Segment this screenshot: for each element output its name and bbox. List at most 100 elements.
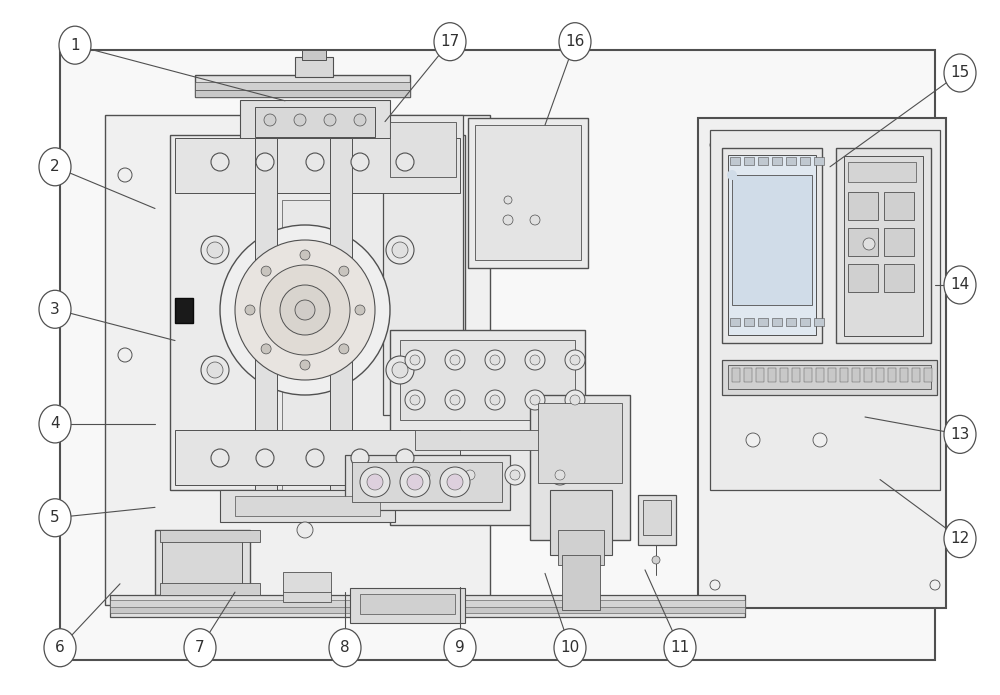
Ellipse shape [944,54,976,92]
Bar [350,588,465,623]
Circle shape [415,465,435,485]
Circle shape [420,470,430,480]
Bar [744,368,752,382]
Circle shape [297,522,313,538]
Bar [383,115,463,415]
Circle shape [245,305,255,315]
Bar [912,368,920,382]
Bar [345,455,510,510]
Bar [155,530,250,595]
Circle shape [392,242,408,258]
Circle shape [570,355,580,365]
Circle shape [440,467,470,497]
Bar [175,430,460,485]
Circle shape [339,266,349,276]
Circle shape [355,305,365,315]
Bar [698,118,946,608]
Circle shape [295,300,315,320]
Bar [848,228,878,256]
Circle shape [465,470,475,480]
Bar [283,590,331,602]
Bar [772,318,782,326]
Ellipse shape [39,291,71,328]
Bar [900,368,908,382]
Bar [758,318,768,326]
Ellipse shape [39,499,71,537]
Text: 14: 14 [950,277,970,293]
Text: 16: 16 [565,34,585,49]
Bar [722,360,937,395]
Bar [772,157,782,165]
Bar [816,368,824,382]
Bar [780,368,788,382]
Bar [160,530,260,542]
Circle shape [396,153,414,171]
Bar [530,395,630,540]
Circle shape [530,215,540,225]
Bar [836,148,931,343]
Ellipse shape [39,148,71,186]
Bar [175,138,460,193]
Bar [732,175,812,305]
Circle shape [930,580,940,590]
Bar [538,403,622,483]
Bar [744,157,754,165]
Bar [468,118,588,268]
Circle shape [235,240,375,380]
Circle shape [118,348,132,362]
Text: 10: 10 [560,640,580,655]
Text: 8: 8 [340,640,350,655]
Ellipse shape [559,23,591,60]
Bar [768,368,776,382]
Bar [730,318,740,326]
Bar [800,318,810,326]
Circle shape [565,350,585,370]
Bar [852,368,860,382]
Text: 12: 12 [950,531,970,546]
Circle shape [460,465,480,485]
Circle shape [118,168,132,182]
Bar [415,430,570,450]
Circle shape [445,390,465,410]
Text: 13: 13 [950,427,970,442]
Circle shape [300,360,310,370]
Bar [848,192,878,220]
Circle shape [570,395,580,405]
Ellipse shape [434,23,466,60]
Circle shape [652,556,660,564]
Circle shape [300,250,310,260]
Circle shape [211,449,229,467]
Bar [848,162,916,182]
Bar [400,340,575,420]
Bar [864,368,872,382]
Bar [814,318,824,326]
Bar [844,156,923,336]
Bar [175,298,193,323]
Circle shape [207,242,223,258]
Ellipse shape [329,629,361,667]
Circle shape [727,170,737,180]
Ellipse shape [944,416,976,453]
Text: 9: 9 [455,640,465,655]
Circle shape [410,395,420,405]
Bar [786,157,796,165]
Text: 15: 15 [950,65,970,81]
Bar [240,100,390,145]
Text: 3: 3 [50,302,60,317]
Bar [220,490,395,522]
Circle shape [354,114,366,126]
Bar [110,607,745,613]
Bar [730,157,740,165]
Circle shape [503,215,513,225]
Bar [924,368,932,382]
Circle shape [211,153,229,171]
Bar [255,107,375,137]
Circle shape [280,285,330,335]
Circle shape [360,467,390,497]
Ellipse shape [44,629,76,667]
Bar [110,595,745,617]
Bar [235,496,380,516]
Circle shape [306,153,324,171]
Circle shape [510,470,520,480]
Circle shape [339,344,349,354]
